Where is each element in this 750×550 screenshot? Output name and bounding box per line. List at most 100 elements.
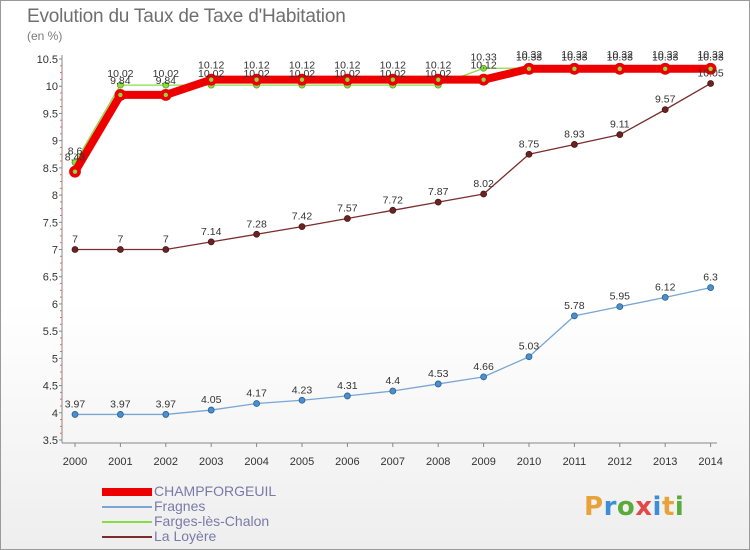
data-label-farges-l-s-chalon: 8.6 [68,145,83,157]
point-la-loy-re [571,141,578,148]
data-label-fragnes: 4.66 [473,361,494,373]
point-la-loy-re [434,198,442,206]
legend-label-la-loyere: La Loyère [154,528,217,544]
point-inner-champforgeuil [708,66,713,71]
data-label-la-loy-re: 8.75 [519,138,540,150]
data-label-la-loy-re: 7 [117,234,123,246]
data-label-farges-l-s-chalon: 10.33 [697,51,723,63]
point-fragnes [162,411,170,418]
point-fragnes [480,373,488,381]
legend-label-fragnes: Fragnes [154,498,206,514]
data-label-champforgeuil: 10.32 [561,49,587,61]
proxiti-logo: Proxiti [584,492,684,522]
logo-letter: P [584,492,604,522]
data-label-la-loy-re: 7.72 [383,194,404,206]
point-fragnes [661,293,669,301]
data-label-fragnes: 6.12 [655,281,676,293]
point-inner-champforgeuil [663,66,668,71]
data-label-la-loy-re: 9.11 [610,119,630,131]
point-la-loy-re [71,246,79,253]
data-label-champforgeuil: 10.12 [380,60,406,72]
data-label-farges-l-s-chalon: 10.02 [289,68,315,80]
logo-letter: r [603,492,617,522]
data-label-fragnes: 6.3 [703,272,718,284]
data-label-champforgeuil: 10.12 [334,60,360,72]
x-tick-label: 2004 [244,456,268,468]
y-axis-unit: (en %) [27,29,63,43]
data-label-champforgeuil: 10.32 [652,49,678,61]
point-la-loy-re [707,80,714,87]
x-tick-label: 2014 [698,456,722,468]
legend-swatch-farges-les-chalon [102,521,152,523]
point-fragnes [707,284,714,292]
data-label-champforgeuil: 10.32 [516,49,542,61]
y-tick-label: 6.5 [43,272,58,284]
data-label-fragnes: 5.03 [519,341,540,353]
point-inner-champforgeuil [481,77,486,82]
data-label-champforgeuil: 8.43 [65,152,86,164]
point-inner-champforgeuil [436,77,441,82]
point-fragnes [343,392,351,400]
point-farges-l-s-chalon [162,81,170,89]
point-fragnes [207,406,215,414]
point-fragnes [71,411,79,418]
logo-letter: i [674,492,685,522]
point-farges-l-s-chalon [480,64,488,72]
x-tick-label: 2001 [108,456,132,468]
x-tick-label: 2013 [653,456,677,468]
series-line-la-loy-re [74,82,712,251]
y-tick-label: 5.5 [43,326,58,338]
data-label-farges-l-s-chalon: 10.02 [153,68,179,80]
point-la-loy-re [207,238,215,246]
data-label-la-loy-re: 7 [163,234,169,246]
point-la-loy-re [480,190,488,198]
legend-label-champforgeuil: CHAMPFORGEUIL [154,483,277,499]
point-inner-champforgeuil [526,66,532,71]
data-label-la-loy-re: 7.14 [201,226,222,238]
legend-swatch-champforgeuil [102,488,152,496]
y-tick-label: 9.5 [43,108,58,120]
data-label-la-loy-re: 10.05 [697,67,723,79]
y-tick-label: 7 [52,245,58,257]
series-line-fragnes [74,286,712,416]
x-tick-label: 2000 [63,456,87,468]
axes: 3.5 4 4.5 5 5.5 6 6.5 7 7.5 8 8.5 9 9.5 10 10.5 2000 200… [37,54,723,468]
x-tick-label: 2006 [335,456,359,468]
y-tick-label: 10.5 [37,54,58,66]
data-label-fragnes: 4.31 [337,380,358,392]
point-inner-champforgeuil [254,77,259,82]
data-label-champforgeuil: 10.32 [697,49,723,61]
x-tick-label: 2008 [426,456,450,468]
point-la-loy-re [298,223,306,231]
point-fragnes [298,396,306,404]
legend-swatch-fragnes [102,506,152,508]
legend-label-farges-les-chalon: Farges-lès-Chalon [154,513,270,529]
x-tick-label: 2005 [290,456,314,468]
x-tick-label: 2011 [563,456,587,468]
x-tick-label: 2009 [471,456,495,468]
data-label-champforgeuil: 10.12 [289,60,315,72]
data-label-fragnes: 3.97 [156,398,177,410]
y-tick-label: 5 [52,353,58,365]
data-label-la-loy-re: 7.87 [428,186,449,198]
data-label-la-loy-re: 8.93 [564,128,585,140]
logo-letter: x [635,492,653,522]
data-label-champforgeuil: 9.84 [156,75,177,87]
data-label-farges-l-s-chalon: 10.02 [243,68,269,80]
point-inner-champforgeuil [299,77,305,82]
data-label-champforgeuil: 10.12 [198,60,224,72]
point-la-loy-re [661,106,669,114]
data-label-la-loy-re: 8.02 [473,178,494,190]
point-fragnes [616,303,624,311]
data-label-fragnes: 3.97 [65,398,86,410]
point-la-loy-re [525,150,533,158]
point-inner-champforgeuil [572,66,577,71]
data-label-fragnes: 4.23 [292,384,313,396]
point-la-loy-re [616,131,624,139]
data-label-farges-l-s-chalon: 10.33 [516,51,542,63]
point-inner-champforgeuil [345,77,350,82]
data-label-fragnes: 4.4 [385,375,400,387]
data-label-fragnes: 4.05 [201,394,222,406]
x-tick-label: 2010 [517,456,541,468]
